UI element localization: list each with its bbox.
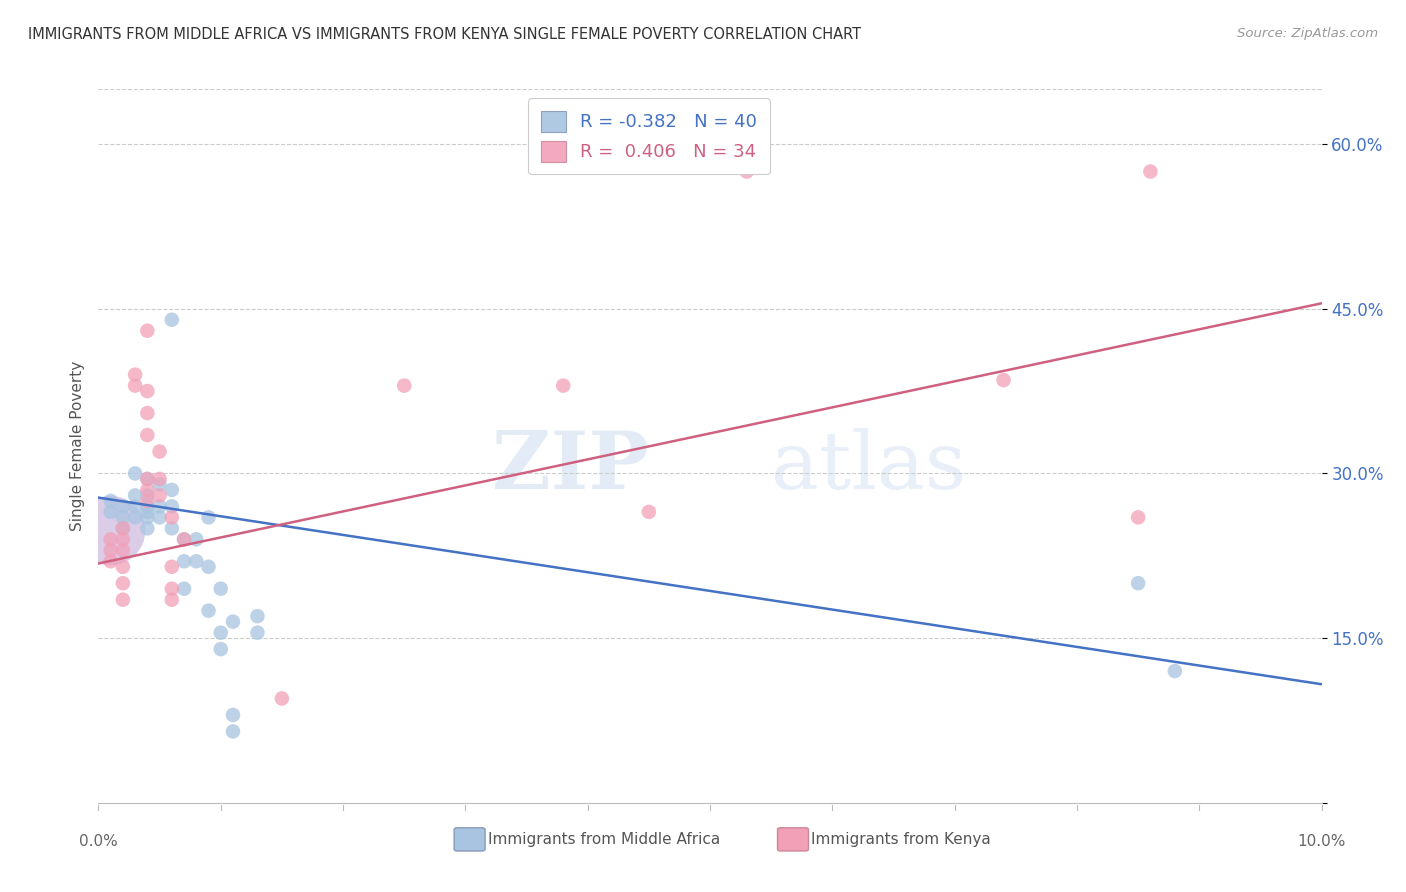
Point bbox=[160, 312, 183, 326]
Point bbox=[136, 505, 159, 519]
Point bbox=[136, 472, 159, 486]
Text: IMMIGRANTS FROM MIDDLE AFRICA VS IMMIGRANTS FROM KENYA SINGLE FEMALE POVERTY COR: IMMIGRANTS FROM MIDDLE AFRICA VS IMMIGRA… bbox=[28, 27, 862, 42]
Point bbox=[124, 510, 146, 524]
Point bbox=[111, 521, 134, 535]
Point bbox=[173, 554, 195, 568]
Point bbox=[209, 582, 232, 596]
Point bbox=[173, 533, 195, 547]
Point bbox=[136, 483, 159, 497]
Point bbox=[637, 505, 661, 519]
Point bbox=[100, 505, 122, 519]
Point bbox=[100, 524, 122, 538]
Point bbox=[993, 373, 1015, 387]
Point bbox=[111, 500, 134, 514]
Point bbox=[124, 368, 146, 382]
Point bbox=[136, 384, 159, 398]
Point bbox=[173, 582, 195, 596]
Point bbox=[160, 559, 183, 574]
Point bbox=[186, 554, 208, 568]
Legend: R = -0.382   N = 40, R =  0.406   N = 34: R = -0.382 N = 40, R = 0.406 N = 34 bbox=[527, 98, 770, 174]
Point bbox=[1128, 576, 1150, 591]
Point bbox=[222, 615, 245, 629]
Point bbox=[1164, 664, 1187, 678]
Point bbox=[124, 378, 146, 392]
Point bbox=[149, 444, 172, 458]
Text: ZIP: ZIP bbox=[492, 428, 648, 507]
Point bbox=[270, 691, 292, 706]
Point bbox=[209, 642, 232, 657]
Point bbox=[149, 510, 172, 524]
Point bbox=[136, 406, 159, 420]
Point bbox=[111, 543, 134, 558]
Point bbox=[197, 510, 219, 524]
Text: atlas: atlas bbox=[770, 428, 966, 507]
Text: 0.0%: 0.0% bbox=[79, 834, 118, 849]
Point bbox=[149, 477, 172, 491]
Point bbox=[124, 467, 146, 481]
Point bbox=[222, 724, 245, 739]
Point bbox=[246, 625, 269, 640]
Point bbox=[136, 488, 159, 502]
Text: Immigrants from Kenya: Immigrants from Kenya bbox=[811, 832, 991, 847]
Point bbox=[100, 554, 122, 568]
Point bbox=[173, 533, 195, 547]
Point bbox=[735, 164, 758, 178]
Point bbox=[197, 604, 219, 618]
Point bbox=[111, 592, 134, 607]
Point bbox=[392, 378, 416, 392]
Point bbox=[124, 488, 146, 502]
Point bbox=[111, 533, 134, 547]
Point bbox=[149, 488, 172, 502]
Point bbox=[1139, 164, 1161, 178]
Point bbox=[160, 592, 183, 607]
Text: Immigrants from Middle Africa: Immigrants from Middle Africa bbox=[488, 832, 720, 847]
Point bbox=[100, 543, 122, 558]
Point bbox=[246, 609, 269, 624]
Point bbox=[160, 500, 183, 514]
Point bbox=[136, 324, 159, 338]
Point bbox=[197, 559, 219, 574]
Point bbox=[136, 500, 159, 514]
Point bbox=[160, 483, 183, 497]
Point bbox=[136, 521, 159, 535]
Point bbox=[160, 582, 183, 596]
Point bbox=[160, 521, 183, 535]
Text: 10.0%: 10.0% bbox=[1298, 834, 1346, 849]
Point bbox=[209, 625, 232, 640]
Point bbox=[136, 494, 159, 508]
Point bbox=[149, 472, 172, 486]
Point bbox=[136, 510, 159, 524]
Y-axis label: Single Female Poverty: Single Female Poverty bbox=[69, 361, 84, 531]
Point bbox=[124, 500, 146, 514]
Point bbox=[222, 708, 245, 723]
Point bbox=[111, 521, 134, 535]
Text: Source: ZipAtlas.com: Source: ZipAtlas.com bbox=[1237, 27, 1378, 40]
Point bbox=[111, 576, 134, 591]
Point bbox=[1128, 510, 1150, 524]
Point bbox=[100, 494, 122, 508]
Point bbox=[111, 510, 134, 524]
Point bbox=[100, 533, 122, 547]
Point bbox=[553, 378, 575, 392]
Point bbox=[111, 559, 134, 574]
Point bbox=[136, 472, 159, 486]
Point bbox=[186, 533, 208, 547]
Point bbox=[136, 428, 159, 442]
Point bbox=[149, 500, 172, 514]
Point bbox=[160, 510, 183, 524]
